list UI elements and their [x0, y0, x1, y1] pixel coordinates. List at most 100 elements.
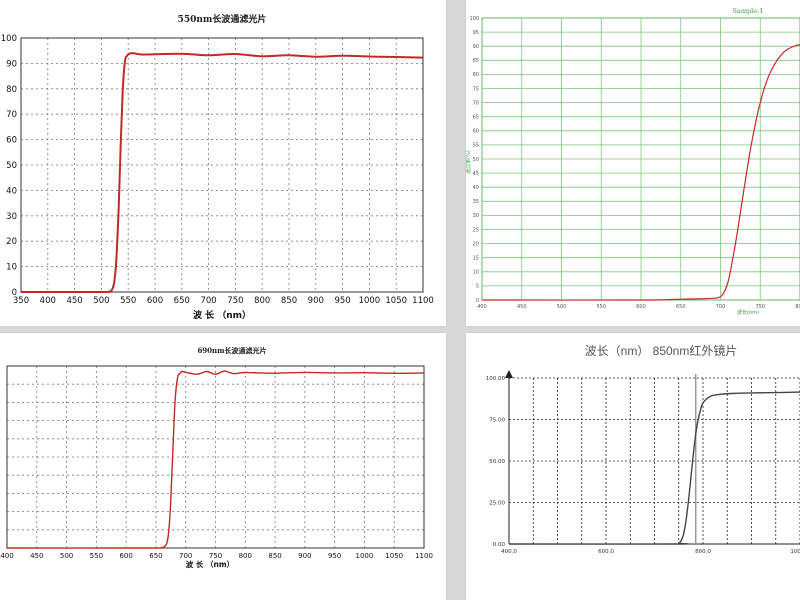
y-tick-label: 100 [1, 34, 17, 44]
y-tick-label: 100 [469, 16, 479, 22]
x-tick-label: 950 [328, 552, 341, 560]
x-tick-label: 700 [179, 552, 192, 560]
y-axis-arrow [505, 370, 513, 378]
x-tick-label: 600.0 [598, 549, 614, 555]
chart-title: 波长（nm） 850nm红外镜片 [585, 343, 738, 358]
y-tick-label: 30 [473, 213, 479, 219]
y-tick-label: 10 [473, 270, 479, 276]
x-tick-label: 750 [227, 296, 243, 306]
x-axis-label: 波 长 （nm） [186, 559, 234, 569]
y-tick-label: 45 [473, 171, 479, 177]
x-tick-label: 900 [308, 296, 324, 306]
x-tick-label: 400 [477, 304, 487, 310]
chart-sample-1: 400 450 500 550 600 650 700 750 800 0 5 10 15 20 25 30 3… [466, 7, 800, 316]
x-tick-label: 600 [147, 296, 163, 306]
x-tick-label: 600 [119, 552, 132, 560]
y-tick-label: 10 [6, 263, 17, 273]
plot-frame [6, 365, 425, 549]
y-tick-label: 25.00 [489, 500, 505, 506]
y-tick-label: 50 [473, 157, 479, 163]
series-line [481, 43, 800, 301]
y-tick-label: 40 [6, 186, 17, 196]
y-tick-label: 40 [473, 185, 479, 191]
y-tick-label: 85 [473, 58, 479, 64]
x-tick-label: 850 [268, 552, 281, 560]
chart-panel-850nm-ir: 400.0 600.0 800.0 1000.0 0.00 25.00 50.00 75.00… [466, 333, 800, 600]
chart-title: Sample-1 [733, 7, 764, 15]
x-tick-label: 500 [557, 304, 567, 310]
x-tick-label: 400 [40, 296, 56, 306]
x-tick-label: 550 [596, 304, 606, 310]
x-tick-label: 650 [676, 304, 686, 310]
x-tick-label: 400.0 [501, 549, 517, 555]
y-tick-label: 80 [6, 85, 17, 95]
plot-frame [20, 37, 424, 293]
x-tick-label: 800 [795, 304, 800, 310]
y-tick-label: 100.00 [486, 376, 506, 382]
y-tick-label: 0 [476, 298, 479, 304]
series-line [508, 391, 800, 545]
y-tick-label: 95 [473, 30, 479, 36]
chart-panel-550nm: 350 400 450 500 550 600 650 700 750 800 850 900 950 1… [0, 0, 446, 326]
y-tick-label: 25 [473, 227, 479, 233]
y-tick-label: 70 [473, 100, 479, 106]
y-tick-label: 65 [473, 114, 479, 120]
x-tick-label: 400 [0, 552, 13, 560]
y-tick-label: 90 [473, 44, 479, 50]
y-tick-label: 0 [12, 288, 17, 298]
y-tick-label: 80 [473, 72, 479, 78]
x-tick-label: 700 [200, 296, 216, 306]
y-tick-label: 60 [473, 129, 479, 135]
y-tick-label: 90 [6, 59, 17, 69]
x-tick-label: 1000.0 [790, 549, 800, 555]
y-tick-label: 20 [6, 237, 17, 247]
y-tick-label: 15 [473, 255, 479, 261]
y-tick-label: 75 [473, 86, 479, 92]
chart-panel-sample-1: 400 450 500 550 600 650 700 750 800 0 5 10 15 20 25 30 3… [466, 0, 800, 326]
x-tick-label: 800 [239, 552, 252, 560]
x-tick-label: 750 [755, 304, 765, 310]
chart-550nm-longpass: 350 400 450 500 550 600 650 700 750 800 850 900 950 1… [1, 13, 434, 321]
x-tick-label: 1050 [385, 552, 403, 560]
y-tick-label: 60 [6, 136, 17, 146]
x-tick-label: 700 [716, 304, 726, 310]
y-tick-label: 55 [473, 143, 479, 149]
x-tick-label: 1100 [415, 552, 433, 560]
y-axis-label: 透过率(%) [466, 150, 472, 174]
x-tick-label: 800.0 [695, 549, 711, 555]
x-tick-label: 350 [13, 296, 29, 306]
chart-title: 550nm长波通滤光片 [178, 13, 267, 25]
x-tick-label: 850 [281, 296, 297, 306]
y-tick-label: 5 [476, 284, 479, 290]
x-axis-label: 波长(nm) [737, 309, 759, 316]
x-tick-label: 500 [93, 296, 109, 306]
x-tick-label: 500 [60, 552, 73, 560]
x-tick-label: 1050 [385, 296, 407, 306]
y-tick-label: 20 [473, 241, 479, 247]
series-line [6, 370, 425, 549]
x-tick-label: 800 [254, 296, 270, 306]
x-tick-label: 450 [66, 296, 82, 306]
x-tick-label: 1000 [356, 552, 374, 560]
x-tick-label: 600 [636, 304, 646, 310]
x-tick-label: 1000 [359, 296, 381, 306]
x-tick-label: 650 [149, 552, 162, 560]
y-tick-label: 30 [6, 212, 17, 222]
chart-690nm-longpass: 400 450 500 550 600 650 700 750 800 850 900 950 1000… [0, 346, 433, 569]
x-axis-label: 波 长 （nm） [193, 309, 251, 321]
x-tick-label: 750 [209, 552, 222, 560]
series-line [20, 52, 424, 294]
x-tick-label: 950 [334, 296, 350, 306]
x-tick-label: 450 [30, 552, 43, 560]
chart-title: 690nm长波通滤光片 [197, 346, 266, 355]
y-tick-label: 0.00 [493, 542, 506, 548]
x-tick-label: 1100 [412, 296, 434, 306]
chart-850nm-ir-lens: 400.0 600.0 800.0 1000.0 0.00 25.00 50.00 75.00… [486, 343, 800, 555]
y-tick-label: 75.00 [489, 417, 505, 423]
x-tick-label: 550 [90, 552, 103, 560]
x-tick-label: 900 [298, 552, 311, 560]
y-tick-label: 70 [6, 110, 17, 120]
x-tick-label: 650 [174, 296, 190, 306]
y-tick-label: 35 [473, 199, 479, 205]
y-tick-label: 50 [6, 161, 17, 171]
